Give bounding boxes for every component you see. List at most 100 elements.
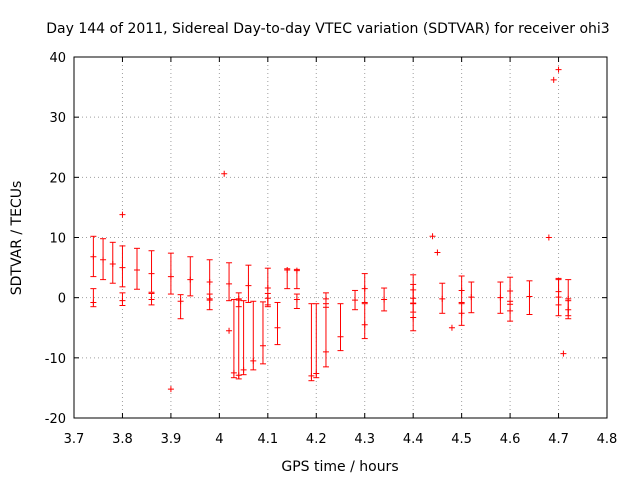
data-point-marker: [264, 285, 271, 292]
data-point-marker: [361, 285, 368, 292]
data-point-marker: [119, 264, 126, 271]
data-point-marker: [250, 357, 257, 364]
x-tick-label: 4.2: [306, 432, 327, 447]
x-tick-label: 4.1: [257, 432, 278, 447]
y-tick-label: 0: [58, 292, 66, 307]
data-point-marker: [206, 297, 213, 304]
data-point-marker: [555, 294, 562, 301]
error-bar: [337, 303, 344, 352]
data-point-marker: [337, 333, 344, 340]
data-point-marker: [410, 314, 417, 321]
data-point-marker: [448, 324, 455, 331]
error-bar: [230, 298, 237, 379]
error-bar: [361, 303, 368, 340]
y-tick-label: 30: [49, 111, 66, 126]
data-point-marker: [565, 306, 572, 313]
data-point-marker: [439, 295, 446, 302]
data-point-marker: [259, 342, 266, 349]
data-point-marker: [100, 256, 107, 263]
y-tick-label: 20: [49, 171, 66, 186]
data-point-marker: [226, 280, 233, 287]
data-point-marker: [230, 369, 237, 376]
data-point-marker: [429, 233, 436, 240]
data-point-marker: [458, 310, 465, 317]
y-axis-label: SDTVAR / TECUs: [9, 181, 25, 296]
x-tick-labels: 3.7 3.8 3.9 4 4.1 4.2 4.3 4.4 4.5 4.6 4.7 4.8: [64, 432, 618, 447]
data-point-marker: [119, 211, 126, 218]
x-axis-label: GPS time / hours: [281, 459, 398, 475]
data-point-marker: [90, 253, 97, 260]
error-bar: [177, 294, 184, 320]
data-point-marker: [410, 295, 417, 302]
chart-title: Day 144 of 2011, Sidereal Day-to-day VTE…: [46, 21, 609, 37]
data-point-marker: [109, 260, 116, 267]
data-point-marker: [235, 295, 242, 302]
y-tick-label: -10: [45, 352, 66, 367]
data-point-marker: [550, 76, 557, 83]
data-point-marker: [434, 249, 441, 256]
data-point-marker: [167, 273, 174, 280]
data-point-marker: [90, 299, 97, 306]
data-point-marker: [293, 267, 300, 274]
data-point-marker: [468, 294, 475, 301]
data-point-marker: [177, 298, 184, 305]
error-bar: [259, 301, 266, 365]
data-point-marker: [410, 286, 417, 293]
error-bar: [187, 256, 194, 297]
data-point-marker: [565, 295, 572, 302]
data-point-marker: [274, 324, 281, 331]
x-tick-label: 4.4: [403, 432, 424, 447]
x-tick-label: 4.7: [548, 432, 569, 447]
data-point-marker: [226, 327, 233, 334]
data-point-marker: [167, 386, 174, 393]
data-point-marker: [555, 66, 562, 73]
x-tick-label: 4.5: [451, 432, 472, 447]
data-point-marker: [352, 297, 359, 304]
data-point-marker: [221, 170, 228, 177]
x-tick-label: 4: [215, 432, 223, 447]
y-tick-label: -20: [45, 412, 66, 427]
data-point-marker: [545, 234, 552, 241]
data-point-marker: [119, 297, 126, 304]
error-bar: [240, 300, 247, 376]
data-point-marker: [381, 296, 388, 303]
error-bar: [167, 252, 174, 295]
grid-lines: [74, 57, 607, 418]
error-bar: [235, 299, 242, 380]
y-tick-label: 40: [49, 51, 66, 66]
data-point-marker: [235, 372, 242, 379]
error-bar: [322, 303, 329, 368]
data-point-marker: [526, 293, 533, 300]
error-bars: [90, 235, 572, 382]
error-bar: [274, 301, 281, 346]
data-point-marker: [555, 288, 562, 295]
data-point-marker: [293, 296, 300, 303]
data-point-marker: [148, 270, 155, 277]
data-point-marker: [187, 276, 194, 283]
data-points: [90, 66, 572, 393]
data-point-marker: [308, 372, 315, 379]
error-bar: [308, 303, 315, 382]
data-point-marker: [497, 294, 504, 301]
data-point-marker: [322, 295, 329, 302]
axis-ticks: [73, 56, 608, 419]
data-point-marker: [240, 366, 247, 373]
data-point-marker: [507, 288, 514, 295]
data-point-marker: [206, 279, 213, 286]
data-point-marker: [313, 370, 320, 377]
y-tick-label: 10: [49, 232, 66, 247]
data-point-marker: [264, 295, 271, 302]
data-point-marker: [284, 266, 291, 273]
x-tick-label: 4.6: [500, 432, 521, 447]
data-point-marker: [560, 350, 567, 357]
error-bar: [313, 303, 320, 379]
plot-frame: [73, 56, 608, 419]
x-tick-label: 3.7: [64, 432, 85, 447]
x-tick-label: 4.3: [354, 432, 375, 447]
x-tick-label: 3.9: [161, 432, 182, 447]
data-point-marker: [507, 307, 514, 314]
x-tick-label: 3.8: [112, 432, 133, 447]
data-point-marker: [458, 287, 465, 294]
data-point-marker: [361, 321, 368, 328]
